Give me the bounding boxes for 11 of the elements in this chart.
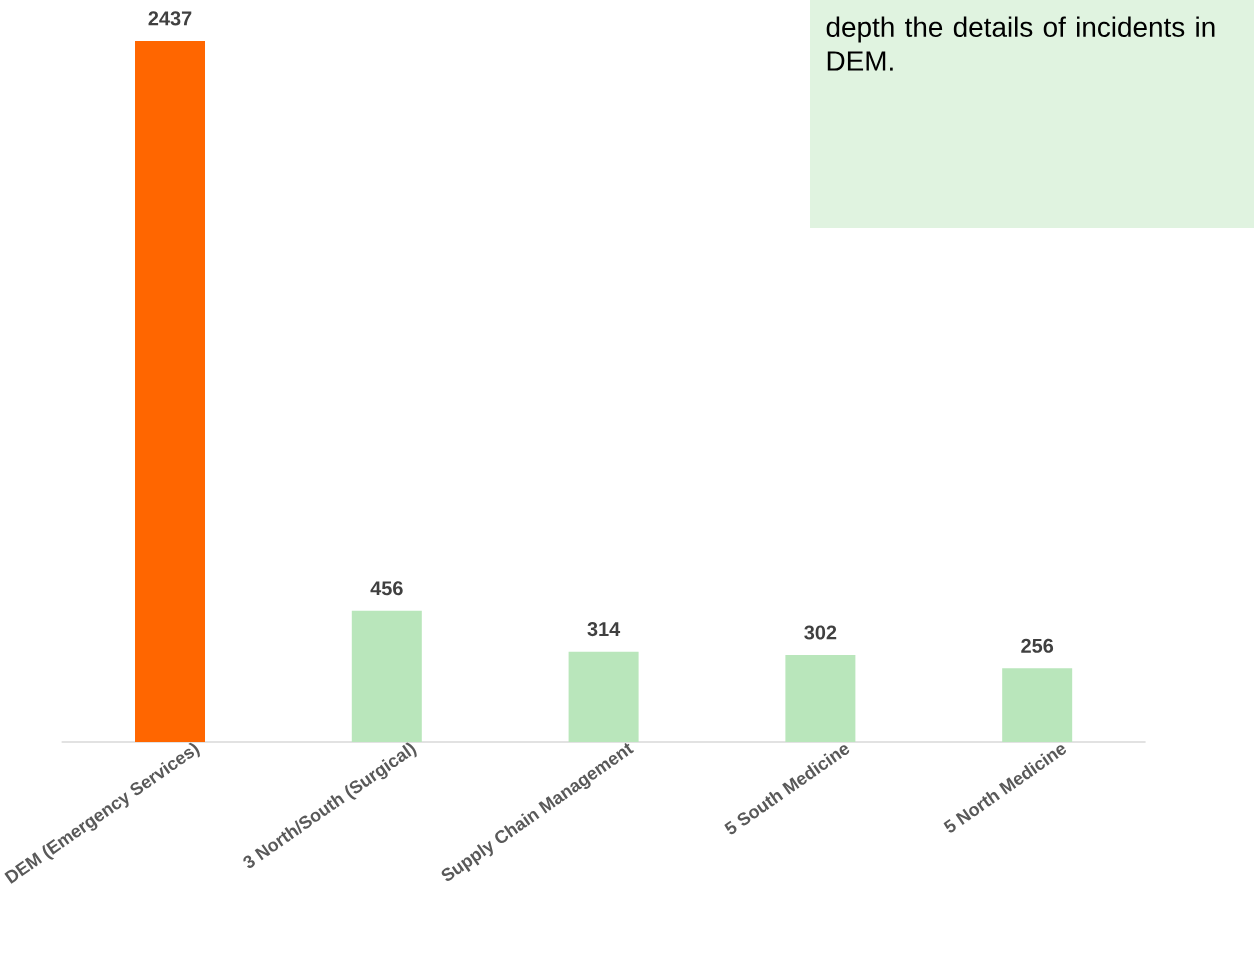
- data-label: 256: [1021, 638, 1054, 653]
- data-label: 302: [804, 625, 837, 640]
- data-label: 456: [370, 581, 403, 596]
- data-label: 2437: [148, 11, 192, 26]
- annotation: depth the details of incidents in DEM.: [826, 16, 1215, 71]
- bar: [785, 655, 856, 742]
- bar: [1002, 668, 1073, 742]
- bar: [135, 40, 206, 742]
- bar: [568, 651, 639, 742]
- bar: [351, 610, 422, 742]
- data-label: 314: [587, 622, 621, 637]
